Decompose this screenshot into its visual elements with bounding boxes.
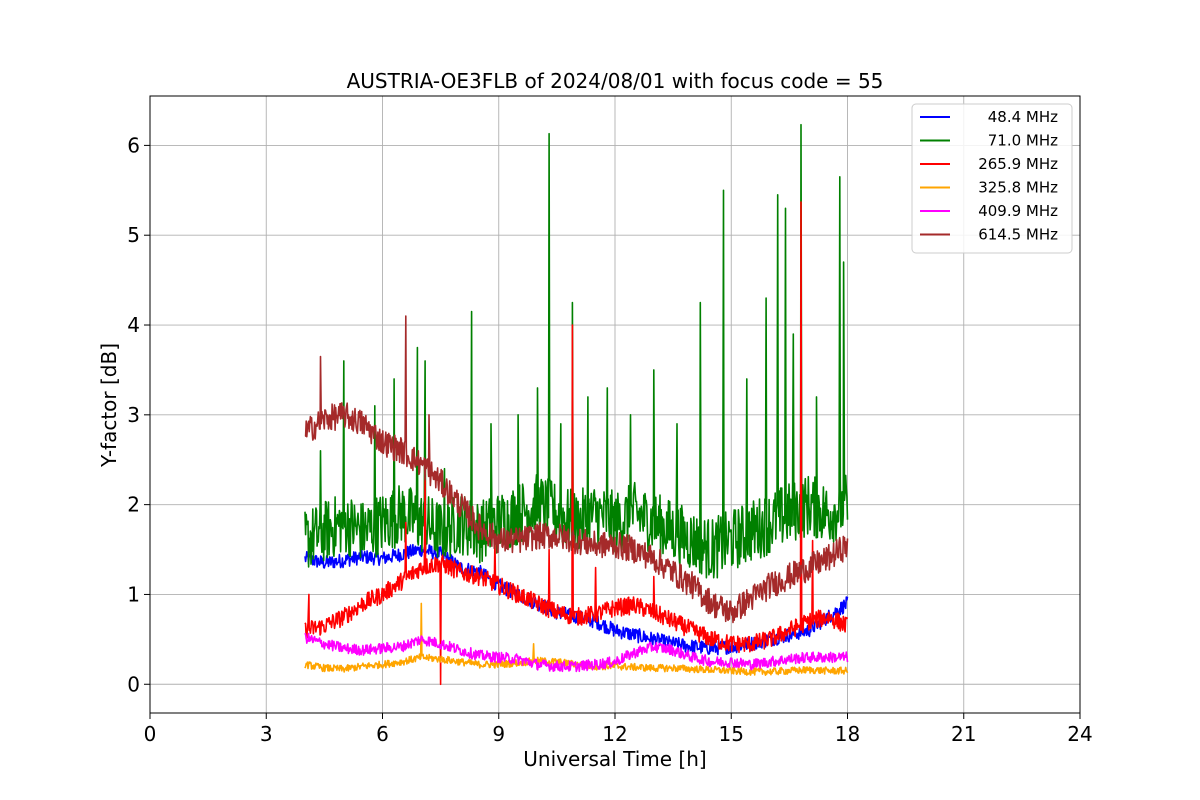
legend-box [911, 103, 1073, 254]
x-tick-label: 9 [492, 722, 505, 746]
x-axis: 0 3 6 9 12 15 18 21 24 [144, 713, 1093, 746]
y-tick-label: 2 [127, 493, 140, 517]
y-tick-label: 1 [127, 582, 140, 606]
legend-entry: 71.0 MHz [988, 132, 1058, 150]
legend-entry: 325.8 MHz [978, 179, 1058, 197]
x-tick-label: 18 [835, 722, 860, 746]
y-tick-label: 4 [127, 313, 140, 337]
x-axis-label: Universal Time [h] [523, 747, 706, 771]
y-tick-label: 3 [127, 403, 140, 427]
legend-entry: 409.9 MHz [978, 202, 1058, 220]
chart-title: AUSTRIA-OE3FLB of 2024/08/01 with focus … [347, 69, 884, 93]
legend-entry: 614.5 MHz [978, 226, 1058, 244]
x-tick-label: 21 [951, 722, 976, 746]
legend-entry: 265.9 MHz [978, 155, 1058, 173]
x-tick-label: 3 [260, 722, 273, 746]
x-tick-label: 6 [376, 722, 389, 746]
legend: 48.4 MHz 71.0 MHz 265.9 MHz 325.8 MHz 409.9 … [911, 103, 1073, 254]
x-tick-label: 12 [602, 722, 627, 746]
legend-entry: 48.4 MHz [988, 108, 1058, 126]
x-tick-label: 15 [719, 722, 744, 746]
x-tick-label: 24 [1067, 722, 1092, 746]
series-line [304, 315, 849, 624]
series-line [304, 201, 849, 686]
y-tick-label: 6 [127, 133, 140, 157]
y-tick-label: 5 [127, 223, 140, 247]
series-line [304, 123, 849, 579]
plot-area [304, 123, 849, 686]
y-axis-label: Y-factor [dB] [97, 343, 121, 468]
y-axis: 0 1 2 3 4 5 6 [127, 133, 150, 696]
x-tick-label: 0 [144, 722, 157, 746]
y-tick-label: 0 [127, 672, 140, 696]
series-line [304, 632, 849, 673]
